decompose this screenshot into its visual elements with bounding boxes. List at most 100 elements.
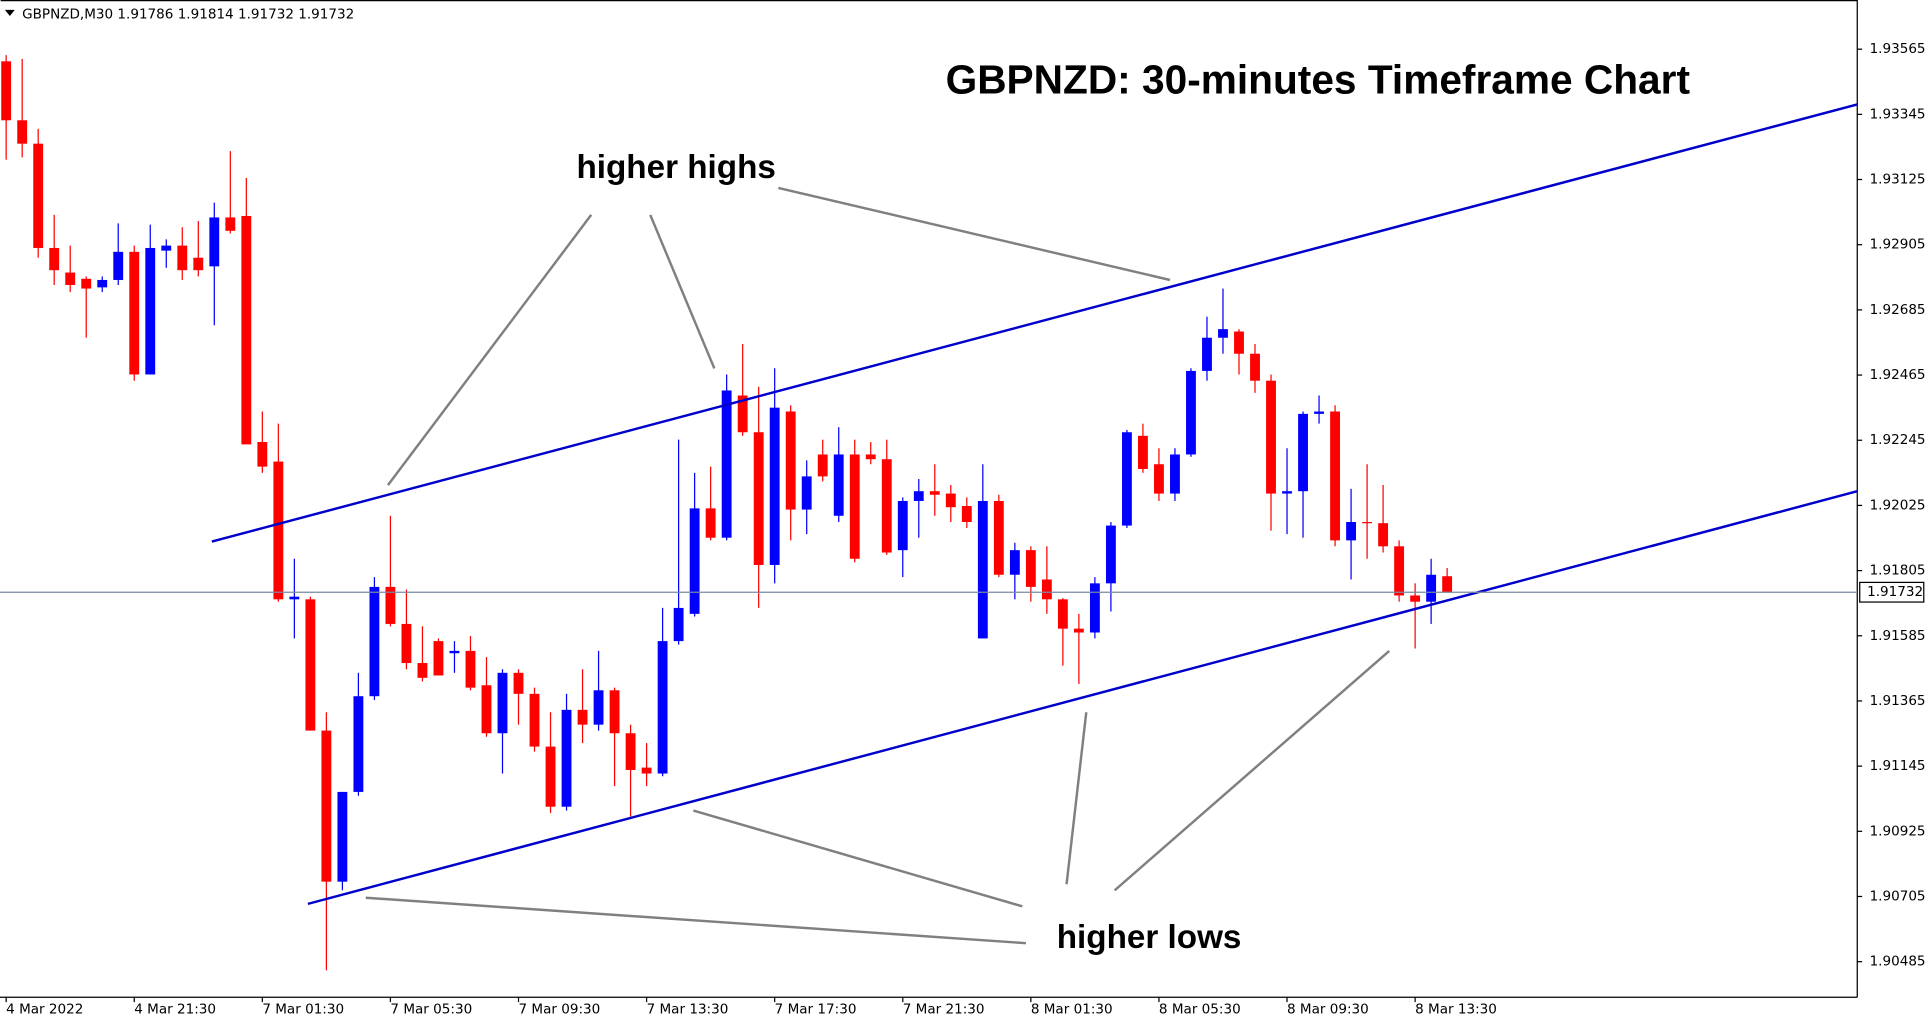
current-price-label: 1.91732	[1867, 584, 1923, 600]
candle-body	[145, 247, 156, 375]
candle-body	[449, 650, 460, 654]
upper-trendline	[211, 103, 1858, 543]
x-tick-label: 8 Mar 09:30	[1287, 1002, 1369, 1018]
pointer	[778, 186, 1171, 282]
current-price-box	[1859, 581, 1925, 603]
x-tick-label: 7 Mar 13:30	[647, 1002, 729, 1018]
candle-body	[673, 607, 684, 642]
candle-body	[865, 454, 876, 460]
candle-body	[561, 709, 572, 807]
candle-body	[769, 407, 780, 565]
candle-body	[497, 672, 508, 734]
candle-body	[257, 442, 268, 467]
candle-body	[1298, 413, 1308, 492]
candle-body	[1362, 522, 1373, 524]
dropdown-icon[interactable]	[4, 9, 15, 16]
candle-body	[81, 278, 92, 289]
candle-body	[593, 690, 604, 725]
x-tick-label: 7 Mar 05:30	[390, 1002, 472, 1018]
candle-body	[193, 257, 204, 271]
candle-body	[753, 432, 764, 565]
y-tick-label: 1.91365	[1870, 693, 1925, 709]
candle-body	[241, 215, 252, 445]
pointer	[1065, 712, 1088, 885]
candle-body	[321, 730, 332, 882]
candle-body	[1410, 595, 1421, 602]
candle-body	[1170, 454, 1180, 494]
x-tick-label: 4 Mar 21:30	[134, 1002, 216, 1018]
y-tick-label: 1.92245	[1870, 432, 1925, 448]
x-tick-label: 8 Mar 05:30	[1159, 1002, 1241, 1018]
pointer	[693, 809, 1023, 908]
y-tick-label: 1.92905	[1870, 237, 1925, 253]
candle-body	[1314, 411, 1324, 414]
candle-body	[529, 693, 540, 747]
candle-body	[161, 245, 172, 251]
lower-trendline	[307, 490, 1858, 906]
y-tick-label: 1.92025	[1870, 497, 1925, 513]
candle-body	[1186, 370, 1196, 455]
candle-body	[1, 61, 12, 121]
x-tick-label: 4 Mar 2022	[6, 1002, 83, 1018]
candle-body	[545, 746, 556, 807]
candle-body	[353, 696, 364, 792]
candle-body	[929, 491, 940, 495]
candle-body	[705, 508, 716, 538]
candle-body	[849, 454, 860, 559]
candle-body	[33, 143, 44, 248]
candle-body	[833, 454, 844, 516]
y-tick-label: 1.92465	[1870, 367, 1925, 383]
candle-body	[273, 461, 284, 600]
candle-body	[1202, 337, 1212, 371]
y-tick-label: 1.90485	[1870, 954, 1925, 970]
pointer	[1113, 649, 1391, 892]
annotation-label: higher highs	[576, 149, 775, 186]
low-price: 1.91732	[238, 7, 294, 23]
candle-body	[1025, 550, 1036, 587]
candle-body	[801, 476, 812, 510]
candle-body	[417, 663, 428, 678]
candle-body	[641, 767, 652, 774]
candle-body	[1154, 464, 1164, 494]
candle-body	[129, 251, 140, 375]
x-tick-label: 8 Mar 13:30	[1415, 1002, 1497, 1018]
x-tick-label: 7 Mar 01:30	[262, 1002, 344, 1018]
y-tick-label: 1.91805	[1870, 563, 1925, 579]
candle-body	[1250, 353, 1260, 381]
candle-body	[209, 217, 220, 267]
candle-body	[385, 586, 396, 624]
candle-body	[1426, 574, 1437, 602]
candle-body	[1073, 628, 1084, 633]
candle-body	[177, 245, 188, 271]
candle-body	[993, 500, 1004, 575]
candle-body	[817, 454, 828, 477]
candle-body	[977, 500, 988, 639]
candle-body	[401, 623, 412, 664]
pointer	[649, 214, 716, 369]
candle-body	[465, 650, 476, 688]
y-tick-label: 1.93125	[1870, 172, 1925, 188]
candle-body	[1009, 550, 1020, 575]
y-tick-label: 1.91585	[1870, 628, 1925, 644]
x-tick-label: 7 Mar 09:30	[519, 1002, 601, 1018]
candle-body	[737, 395, 748, 433]
annotation-label: higher lows	[1057, 919, 1242, 956]
candle-body	[1346, 522, 1356, 541]
candle-body	[305, 599, 316, 731]
candle-body	[1041, 579, 1052, 600]
candle-body	[1330, 411, 1340, 541]
candle-body	[577, 709, 588, 725]
candle-body	[721, 390, 732, 538]
y-tick-label: 1.90705	[1870, 888, 1925, 904]
candle-body	[625, 733, 636, 770]
candle-body	[609, 690, 620, 734]
candle-body	[17, 120, 28, 144]
y-tick-label: 1.91145	[1870, 758, 1925, 774]
candle-body	[113, 251, 124, 280]
candle-body	[1057, 599, 1068, 629]
candle-body	[1282, 491, 1292, 494]
close-price: 1.91732	[298, 7, 354, 23]
candle-body	[913, 491, 924, 501]
pointer	[365, 896, 1027, 945]
y-tick-label: 1.90925	[1870, 823, 1925, 839]
